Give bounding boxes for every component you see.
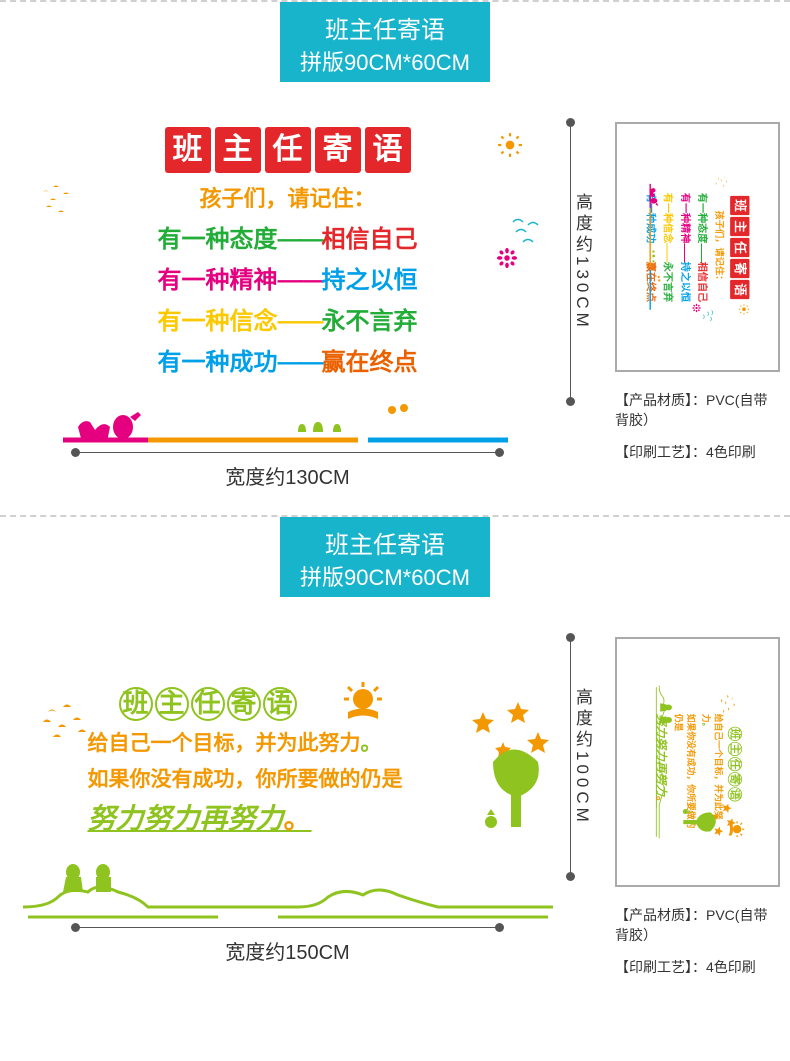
title-char: 班 — [119, 687, 153, 721]
content-row-1: 班主任寄语 孩子们，请记住： 有一种态度——相信自己有一种精神——持之以恒有一种… — [0, 82, 790, 515]
width-line — [75, 452, 500, 453]
thumb-area-2: 班主任寄语 给自己一个目标，并为此努力。 如果你没有成功，你所要做的仍是 努力努… — [595, 637, 780, 989]
title-char: 主 — [727, 742, 741, 756]
poster-line: 有一种精神——持之以恒 — [38, 260, 538, 295]
title-char: 语 — [365, 127, 411, 173]
header-tab: 班主任寄语 拼版90CM*60CM — [280, 2, 490, 82]
title-char: 语 — [263, 687, 297, 721]
cloud-ground-icon — [18, 867, 558, 927]
poster-2: 班主任寄语 给自己一个目标，并为此努力。 如果你没有成功，你所要做的仍是 努力努… — [28, 687, 548, 907]
meta-process: 【印刷工艺】：4色印刷 — [615, 957, 780, 977]
thumb-area-1: 班主任寄语 孩子们，请记住： 有一种态度——相信自己有一种精神——持之以恒有一种… — [595, 122, 780, 474]
poster-line: 有一种精神——持之以恒 — [678, 174, 693, 321]
poster-line: 有一种态度——相信自己 — [38, 219, 538, 254]
width-dimension: 宽度约150CM — [15, 927, 560, 965]
height-line — [570, 637, 571, 877]
thumbnail-2: 班主任寄语 给自己一个目标，并为此努力。 如果你没有成功，你所要做的仍是 努力努… — [615, 637, 780, 887]
title-char: 寄 — [227, 687, 261, 721]
tree-stars-icon — [463, 697, 563, 852]
birds-icon — [38, 702, 108, 757]
width-label: 宽度约130CM — [35, 461, 540, 490]
tree-stars-icon — [672, 800, 737, 842]
width-dimension: 宽度约130CM — [15, 452, 560, 490]
title-char: 主 — [155, 687, 189, 721]
content-row-2: 班主任寄语 给自己一个目标，并为此努力。 如果你没有成功，你所要做的仍是 努力努… — [0, 597, 790, 999]
title-char: 任 — [191, 687, 225, 721]
title-char: 任 — [265, 127, 311, 173]
birds-icon — [712, 693, 735, 722]
poster-area-1: 班主任寄语 孩子们，请记住： 有一种态度——相信自己有一种精神——持之以恒有一种… — [15, 122, 560, 505]
poster1-subtitle: 孩子们，请记住： — [38, 181, 538, 213]
title-char: 主 — [215, 127, 261, 173]
title-char: 班 — [727, 727, 741, 741]
meta-process: 【印刷工艺】：4色印刷 — [615, 442, 780, 462]
ground-deco — [58, 392, 518, 447]
poster-line: 有一种态度——相信自己 — [696, 174, 711, 321]
cloud-ground-icon — [645, 684, 670, 839]
header-sub: 拼版90CM*60CM — [300, 560, 470, 592]
title-char: 寄 — [315, 127, 361, 173]
poster-line: 有一种成功——赢在终点 — [38, 342, 538, 377]
thumb-content: 班主任寄语 孩子们，请记住： 有一种态度——相信自己有一种精神——持之以恒有一种… — [644, 174, 751, 321]
header-tab: 班主任寄语 拼版90CM*60CM — [280, 517, 490, 597]
width-line — [75, 927, 500, 928]
ground-deco — [644, 182, 667, 312]
header-sub: 拼版90CM*60CM — [300, 45, 470, 77]
thumb-content: 班主任寄语 给自己一个目标，并为此努力。 如果你没有成功，你所要做的仍是 努力努… — [653, 689, 741, 836]
poster1-title: 班主任寄语 — [38, 127, 538, 173]
poster-line: 有一种信念——永不言弃 — [38, 301, 538, 336]
header-title: 班主任寄语 — [300, 10, 470, 45]
meta-material: 【产品材质】：PVC(自带背胶） — [615, 390, 780, 430]
poster-area-2: 班主任寄语 给自己一个目标，并为此努力。 如果你没有成功，你所要做的仍是 努力努… — [15, 637, 560, 980]
sun-book-icon — [338, 677, 388, 732]
height-label: 高度约130CM — [570, 193, 595, 331]
poster1-subtitle: 孩子们，请记住： — [713, 174, 726, 321]
poster-1: 班主任寄语 孩子们，请记住： 有一种态度——相信自己有一种精神——持之以恒有一种… — [38, 127, 538, 447]
poster1-title: 班主任寄语 — [730, 174, 749, 321]
width-label: 宽度约150CM — [35, 936, 540, 965]
title-char: 任 — [727, 757, 741, 771]
title-char: 主 — [730, 216, 749, 235]
thumbnail-1: 班主任寄语 孩子们，请记住： 有一种态度——相信自己有一种精神——持之以恒有一种… — [615, 122, 780, 372]
title-char: 语 — [730, 279, 749, 298]
section-2: 班主任寄语 拼版90CM*60CM 班主任寄语 给自己一个目标，并为此努力。 — [0, 517, 790, 999]
header-title: 班主任寄语 — [300, 525, 470, 560]
height-dimension: 高度约100CM — [560, 637, 595, 877]
height-label: 高度约100CM — [570, 688, 595, 826]
meta-material: 【产品材质】：PVC(自带背胶） — [615, 905, 780, 945]
sun-icon — [497, 132, 523, 163]
height-line — [570, 122, 571, 402]
title-char: 班 — [165, 127, 211, 173]
birds-icon — [709, 174, 728, 195]
section-1: 班主任寄语 拼版90CM*60CM 班主任寄语 孩子们，请记住： 有一种 — [0, 2, 790, 515]
poster1-lines: 有一种态度——相信自己有一种精神——持之以恒有一种信念——永不言弃有一种成功——… — [38, 219, 538, 377]
title-char: 寄 — [730, 258, 749, 277]
height-dimension: 高度约130CM — [560, 122, 595, 402]
flower-icon — [689, 303, 700, 312]
flower-icon — [496, 247, 518, 274]
title-char: 寄 — [727, 772, 741, 786]
title-char: 任 — [730, 237, 749, 256]
title-char: 班 — [730, 195, 749, 214]
birds-icon — [38, 182, 88, 227]
sun-icon — [736, 303, 749, 314]
